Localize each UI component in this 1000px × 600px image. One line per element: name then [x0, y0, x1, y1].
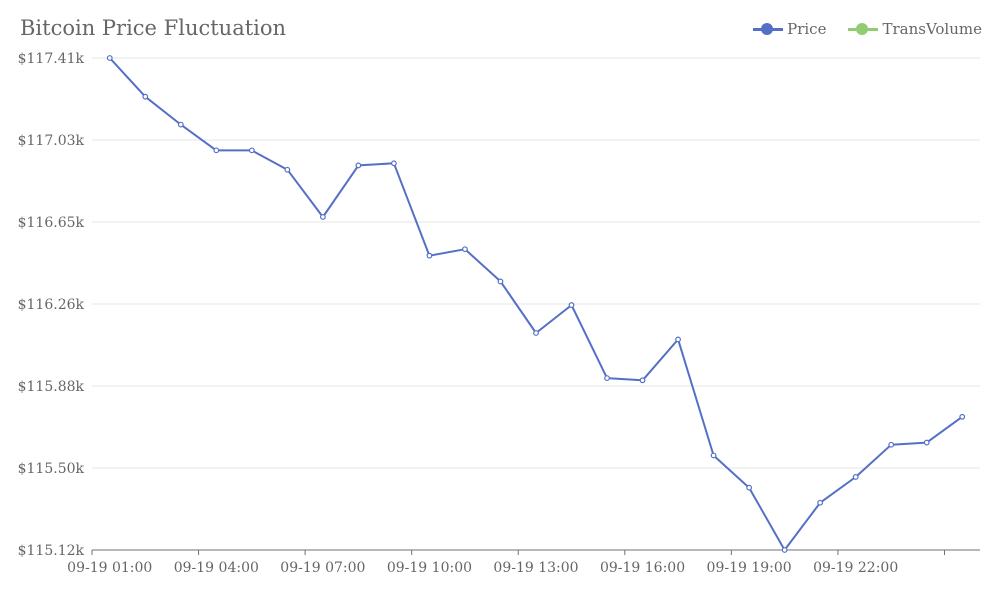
x-tick-label: 09-19 22:00	[813, 560, 898, 576]
data-point	[391, 160, 397, 167]
x-tick-label: 09-19 04:00	[174, 560, 259, 576]
x-tick-label: 09-19 19:00	[707, 560, 792, 576]
series-group	[106, 55, 966, 553]
y-tick-label: $117.41k	[18, 51, 85, 67]
y-tick-label: $115.88k	[18, 379, 85, 395]
data-point	[923, 439, 930, 446]
chart-legend: Price TransVolume	[753, 20, 982, 38]
data-point	[675, 336, 681, 343]
data-point	[817, 499, 824, 506]
legend-item-transvolume[interactable]: TransVolume	[848, 20, 982, 38]
data-point	[248, 147, 255, 154]
data-point	[497, 278, 504, 285]
data-point	[710, 452, 717, 459]
data-point	[746, 484, 753, 491]
legend-swatch-price	[753, 23, 784, 35]
x-tick-label: 09-19 07:00	[280, 560, 365, 576]
data-point	[355, 162, 362, 169]
x-axis: 09-19 01:00 09-19 04:00 09-19 07:00 09-19 1…	[67, 549, 980, 576]
x-tick-label: 09-19 01:00	[67, 560, 152, 576]
data-point	[568, 302, 575, 308]
data-point	[959, 413, 966, 420]
data-point	[533, 330, 539, 336]
y-axis-ticks: $115.12k $115.50k $115.88k $116.26k $116.65k…	[18, 51, 85, 559]
data-point	[106, 55, 113, 61]
x-tick-label: 09-19 16:00	[600, 560, 685, 576]
x-tick-label: 09-19 10:00	[387, 560, 472, 576]
data-point	[213, 147, 220, 154]
legend-label-transvolume: TransVolume	[882, 20, 982, 38]
legend-item-price[interactable]: Price	[753, 20, 826, 38]
y-tick-label: $117.03k	[18, 133, 85, 149]
data-point	[639, 377, 646, 384]
chart-title: Bitcoin Price Fluctuation	[20, 16, 287, 40]
y-tick-label: $116.65k	[18, 215, 85, 231]
y-tick-label: $116.26k	[18, 297, 85, 313]
data-point	[319, 214, 326, 220]
data-point	[781, 547, 788, 553]
legend-label-price: Price	[787, 20, 827, 38]
data-point	[604, 375, 610, 382]
data-point	[142, 93, 149, 100]
data-point	[888, 441, 895, 448]
data-point	[426, 252, 433, 259]
y-tick-label: $115.12k	[18, 543, 85, 559]
legend-swatch-transvolume	[848, 23, 879, 35]
data-point	[284, 166, 291, 173]
data-point	[462, 246, 468, 253]
y-tick-label: $115.50k	[18, 461, 85, 477]
data-point	[852, 474, 859, 480]
x-tick-label: 09-19 13:00	[493, 560, 578, 576]
grid-lines	[92, 57, 980, 469]
data-point	[177, 121, 184, 128]
